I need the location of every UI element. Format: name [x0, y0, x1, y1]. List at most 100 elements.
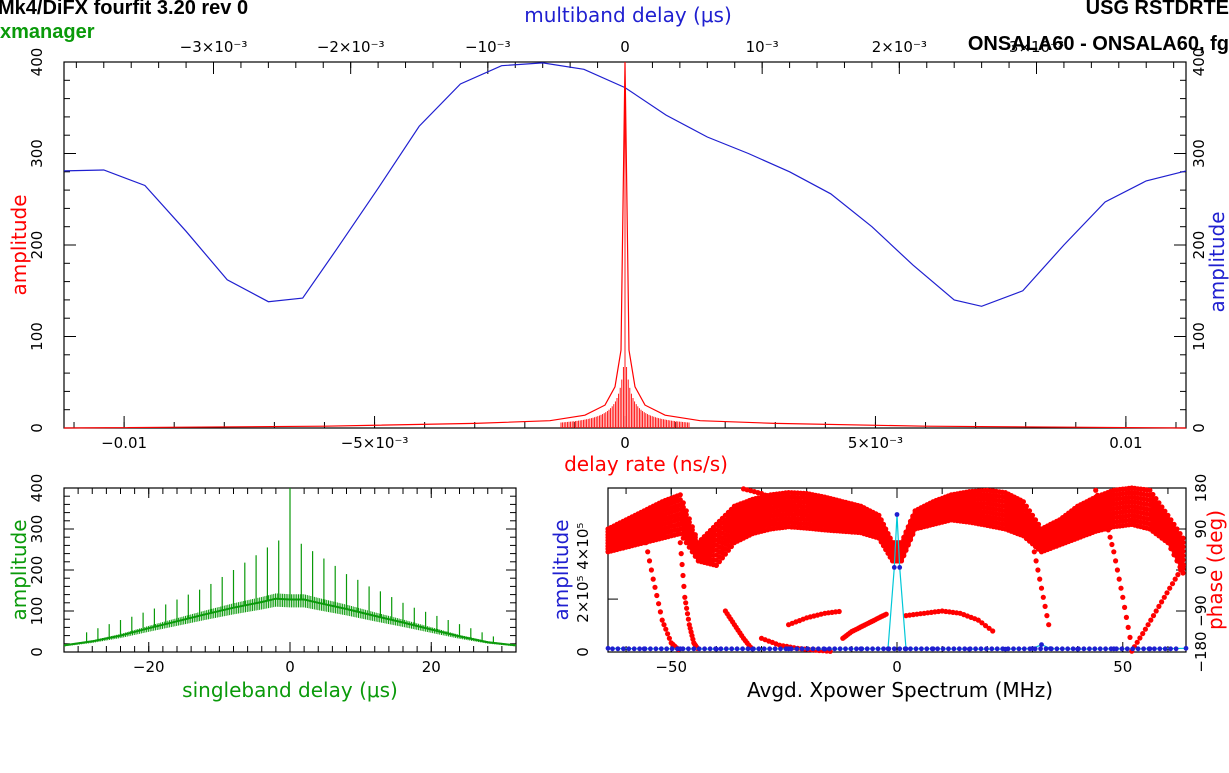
x2-tick-label: 10⁻³	[746, 38, 779, 56]
phase-point	[885, 531, 891, 537]
phase-point	[643, 540, 649, 546]
amplitude-point	[772, 646, 778, 652]
y2-axis-label: phase (deg)	[1203, 510, 1227, 630]
amplitude-point	[1124, 646, 1130, 652]
amplitude-point	[930, 646, 936, 652]
y-tick-label: 2×10⁵	[574, 575, 592, 622]
phase-point	[1147, 487, 1153, 493]
phase-point	[1178, 567, 1184, 573]
phase-point	[657, 609, 664, 615]
y2-tick-label: 300	[1190, 139, 1208, 168]
phase-point	[1044, 613, 1050, 619]
amplitude-point	[702, 646, 707, 652]
x-tick-label: −50	[655, 658, 687, 676]
phase-point	[656, 601, 662, 607]
phase-point	[1180, 544, 1186, 550]
phase-point	[1172, 576, 1178, 582]
phase-point	[663, 626, 669, 632]
y2-tick-label: −180	[1192, 631, 1210, 672]
phase-point	[680, 504, 686, 510]
phase-point	[676, 531, 682, 537]
amplitude-point	[1075, 646, 1080, 652]
amplitude-point	[1130, 646, 1136, 652]
phase-point	[1098, 502, 1104, 508]
phase-point	[1122, 604, 1128, 611]
amplitude-point	[1065, 646, 1071, 652]
phase-point	[1023, 503, 1029, 509]
xpower-chart: −50 0 50 0 2×10⁵ 4×10⁵ −180 −90 0 90 180 Avgd. Xpow…	[549, 474, 1227, 702]
phase-point	[682, 594, 688, 600]
amplitude-point	[1011, 646, 1016, 652]
phase-point	[1150, 613, 1157, 619]
x-tick-label: 50	[1113, 658, 1132, 676]
amplitude-point	[1092, 646, 1098, 652]
phase-point	[728, 543, 735, 550]
phase-point	[679, 561, 685, 568]
amplitude-point	[822, 646, 828, 652]
phase-point	[1111, 549, 1117, 555]
phase-point	[1153, 608, 1159, 614]
phase-point	[1113, 558, 1119, 564]
x-axis-label: singleband delay (μs)	[182, 678, 398, 702]
phase-point	[1153, 496, 1159, 502]
amplitude-point	[637, 646, 642, 652]
phase-point	[1032, 517, 1039, 523]
y2-tick-label: 400	[1190, 48, 1208, 77]
phase-point	[880, 521, 887, 528]
amplitude-point	[799, 646, 805, 652]
amplitude-point	[696, 646, 702, 652]
phase-point	[725, 547, 732, 553]
y2-tick-label: 0	[1192, 565, 1210, 575]
amplitude-point	[778, 646, 783, 652]
amplitude-point	[919, 646, 924, 652]
phase-point	[1150, 491, 1156, 498]
phase-point	[661, 622, 667, 628]
amplitude-point	[848, 646, 854, 652]
x2-tick-label: −10⁻³	[465, 38, 511, 56]
phase-point	[659, 617, 665, 623]
amplitude-point	[1059, 646, 1065, 652]
amplitude-point	[1030, 646, 1035, 651]
x-tick-label: 20	[422, 658, 441, 676]
amplitude-point	[805, 646, 810, 652]
x-axis-label: delay rate (ns/s)	[564, 452, 728, 476]
y-tick-label: 300	[28, 139, 46, 168]
amplitude-point	[664, 646, 670, 652]
phase-point	[1164, 590, 1170, 596]
amplitude-point	[1111, 646, 1117, 652]
amplitude-point	[1043, 646, 1049, 652]
amplitude-point	[946, 646, 951, 652]
phase-point	[1040, 594, 1046, 600]
amplitude-point	[994, 646, 1000, 652]
phase-point	[1156, 603, 1162, 610]
x2-tick-label: 0	[620, 38, 630, 56]
amplitude-point	[837, 646, 843, 652]
phase-point	[1107, 534, 1113, 540]
amplitude-point	[745, 646, 751, 652]
amplitude-point	[1168, 646, 1173, 652]
amplitude-point	[962, 646, 968, 652]
x-tick-label: −5×10⁻³	[341, 434, 409, 452]
amplitude-point	[1135, 646, 1141, 652]
amplitude-point	[1048, 646, 1053, 651]
amplitude-point	[891, 646, 897, 652]
phase-point	[674, 512, 681, 518]
phase-point	[666, 635, 673, 641]
amplitude-point	[641, 646, 647, 652]
phase-point	[1142, 626, 1148, 632]
y-tick-label: 200	[28, 556, 46, 585]
y-tick-label: 400	[28, 48, 46, 77]
phase-point	[684, 611, 691, 617]
amplitude-point	[648, 646, 653, 652]
phase-point	[883, 611, 889, 617]
amplitude-point	[1003, 646, 1008, 652]
x2-tick-label: 3×10⁻³	[1009, 38, 1064, 56]
phase-point	[1029, 512, 1036, 518]
phase-point	[1159, 504, 1165, 510]
phase-point	[1120, 594, 1126, 600]
phase-point	[677, 492, 683, 498]
amplitude-point	[1039, 642, 1044, 647]
amplitude-point	[826, 646, 832, 652]
